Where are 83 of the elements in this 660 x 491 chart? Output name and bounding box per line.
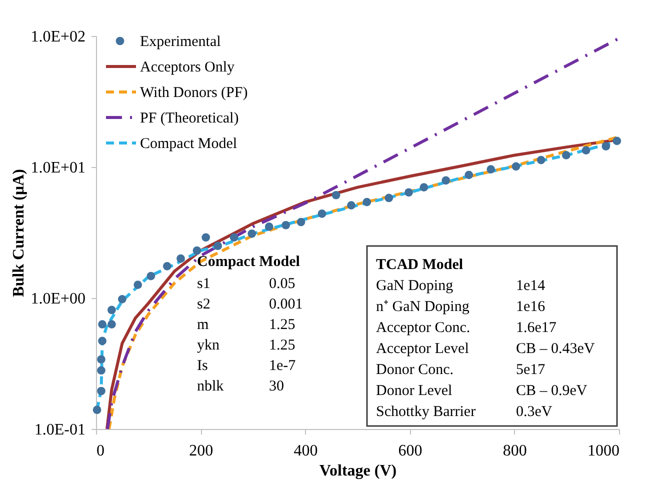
point <box>384 194 394 202</box>
x-tick-label: 1000 <box>588 442 620 460</box>
point <box>97 366 106 375</box>
point <box>108 320 116 328</box>
annotation: 5e17 <box>516 362 546 378</box>
annotation: ykn <box>197 338 220 354</box>
annotation: nblk <box>197 378 224 394</box>
point <box>202 233 210 242</box>
point <box>146 272 156 280</box>
x-axis-title: Voltage (V) <box>319 462 397 480</box>
point <box>362 198 372 206</box>
point <box>108 306 116 314</box>
x-tick-label: 600 <box>398 442 422 460</box>
legend-label: PF (Theoretical) <box>140 110 239 126</box>
annotation: n⁺ GaN Doping <box>376 299 470 315</box>
point <box>602 142 610 150</box>
x-tick-label: 800 <box>502 442 527 460</box>
annotation: Donor Level <box>376 383 452 399</box>
annotation: 0.001 <box>269 296 303 312</box>
point <box>582 146 590 155</box>
point <box>420 183 428 192</box>
point <box>404 188 413 197</box>
line-series <box>106 36 620 430</box>
point <box>282 220 290 230</box>
point <box>318 210 326 218</box>
annotation: 1e16 <box>516 299 546 315</box>
point <box>92 406 102 414</box>
annotation: Compact Model <box>197 254 300 270</box>
point <box>332 190 340 200</box>
annotation: 0.05 <box>269 276 296 292</box>
annotation: 1.6e17 <box>516 320 557 336</box>
annotation: s1 <box>197 276 210 292</box>
point <box>97 386 106 396</box>
point <box>214 242 222 250</box>
point <box>512 162 520 171</box>
annotation: TCAD Model <box>376 257 464 273</box>
annotation: Acceptor Conc. <box>376 320 470 336</box>
legend-label: Compact Model <box>140 136 238 152</box>
y-tick-label: 1.0E+00 <box>30 290 86 308</box>
annotation: 0.3eV <box>516 404 552 420</box>
point <box>248 229 256 238</box>
annotation: CB – 0.43eV <box>516 341 595 357</box>
y-tick-label: 1.0E+01 <box>30 160 86 176</box>
point <box>118 294 126 304</box>
legend-label: Experimental <box>140 34 221 50</box>
y-tick-label: 1.0E+02 <box>30 28 86 46</box>
point <box>442 176 450 185</box>
point <box>562 151 570 160</box>
point <box>192 246 202 255</box>
point <box>98 336 106 346</box>
annotation: CB – 0.9eV <box>516 383 588 399</box>
legend-label: With Donors (PF) <box>140 85 248 101</box>
annotation: 1.25 <box>269 317 296 333</box>
annotation: Schottky Barrier <box>376 404 476 420</box>
point <box>296 218 306 226</box>
y-axis-title: Bulk Current (μA) <box>10 169 28 297</box>
annotation: m <box>197 317 209 333</box>
x-tick-label: 0 <box>96 442 104 460</box>
annotation: GaN Doping <box>376 278 454 294</box>
point <box>612 136 622 146</box>
point <box>176 254 185 263</box>
point <box>264 222 274 231</box>
x-tick-label: 400 <box>294 442 318 460</box>
point <box>97 355 106 364</box>
x-tick-label: 200 <box>189 442 214 460</box>
point <box>347 201 356 210</box>
point <box>134 280 142 290</box>
y-tick-label: 1.0E-01 <box>34 422 86 438</box>
annotation: Donor Conc. <box>376 362 454 378</box>
point <box>486 165 496 174</box>
point <box>162 262 172 270</box>
annotation: 30 <box>269 378 284 394</box>
annotation: Acceptor Level <box>376 341 469 357</box>
annotation: s2 <box>197 296 210 312</box>
point <box>536 156 546 164</box>
point <box>98 320 106 328</box>
point <box>230 233 238 242</box>
point <box>464 170 474 180</box>
annotation: 1e14 <box>516 278 546 294</box>
annotation: Is <box>197 358 208 374</box>
annotation: 1.25 <box>269 338 296 354</box>
annotation: 1e-7 <box>269 358 296 374</box>
legend-label: Acceptors Only <box>140 60 236 76</box>
